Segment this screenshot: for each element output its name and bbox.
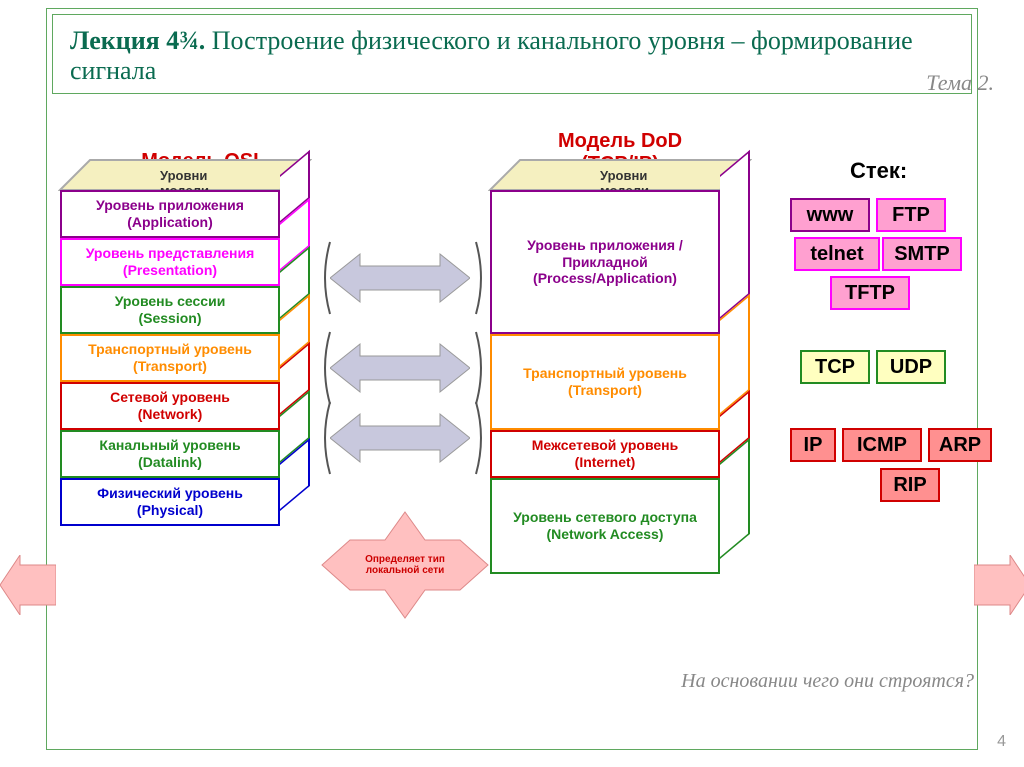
protocol-arp: ARP — [928, 428, 992, 462]
slide-title: Лекция 4¾. Построение физического и кана… — [70, 26, 950, 86]
title-lead: Лекция 4¾. — [70, 26, 205, 55]
protocol-tcp: TCP — [800, 350, 870, 384]
protocol-icmp: ICMP — [842, 428, 922, 462]
bracket-curves — [318, 238, 488, 318]
topic-label: Тема 2. — [926, 70, 994, 96]
protocol-rip: RIP — [880, 468, 940, 502]
protocol-www: www — [790, 198, 870, 232]
stack-title: Стек: — [850, 158, 907, 184]
protocol-ftp: FTP — [876, 198, 946, 232]
protocol-udp: UDP — [876, 350, 946, 384]
bracket-curves — [318, 328, 488, 408]
left-side-arrow — [0, 555, 56, 615]
protocol-ip: IP — [790, 428, 836, 462]
diamond-arrow-label: Определяет тип локальной сети — [350, 554, 460, 576]
footnote: На основании чего они строятся? — [674, 670, 974, 693]
protocol-telnet: telnet — [794, 237, 880, 271]
right-side-arrow — [974, 555, 1024, 615]
protocol-tftp: TFTP — [830, 276, 910, 310]
bracket-curves — [318, 398, 488, 478]
page-number: 4 — [997, 733, 1006, 751]
protocol-smtp: SMTP — [882, 237, 962, 271]
